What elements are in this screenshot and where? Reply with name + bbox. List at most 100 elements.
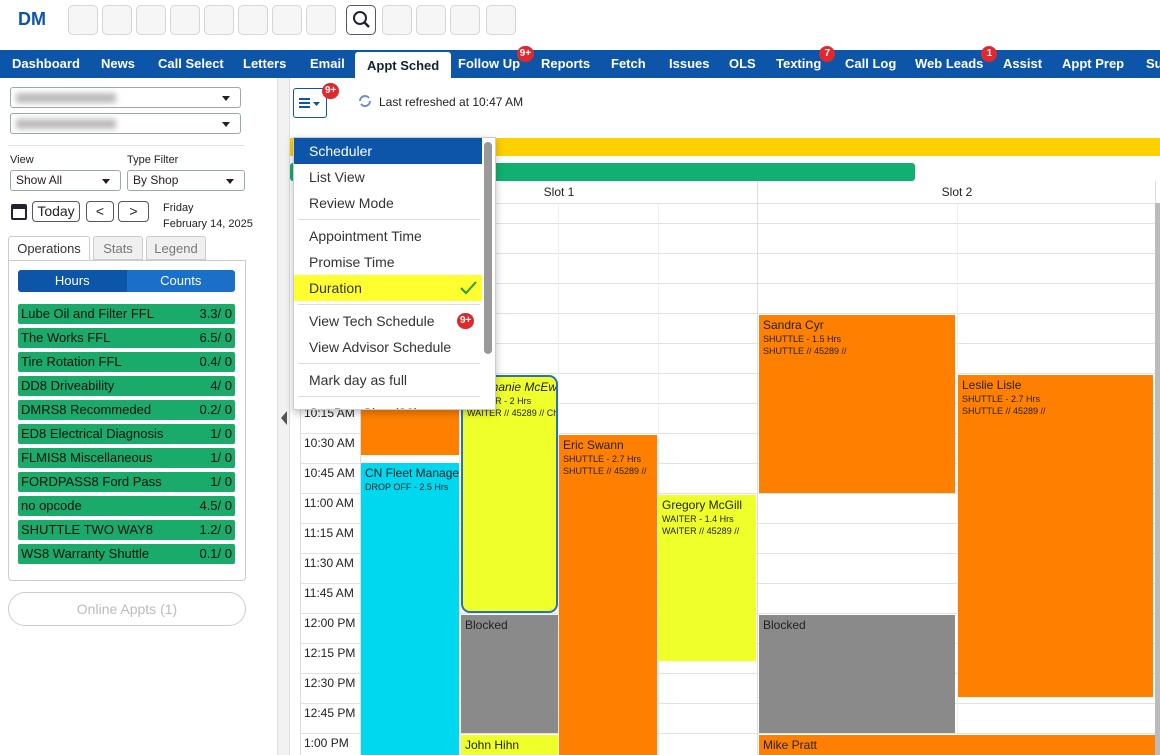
prev-button[interactable]: < (86, 201, 114, 222)
tool-icon[interactable] (416, 5, 446, 35)
nav-tab[interactable]: Email (310, 56, 345, 71)
menu-item[interactable]: View Advisor Schedule (294, 334, 482, 360)
type-select[interactable]: By Shop (127, 170, 245, 191)
view-select[interactable]: Show All (10, 170, 121, 191)
grid-row (300, 733, 1155, 734)
tool-icon[interactable] (238, 5, 268, 35)
tool-icon[interactable] (102, 5, 132, 35)
refresh-icon[interactable] (357, 93, 373, 109)
nav-tab[interactable]: Assist (1003, 56, 1043, 71)
menu-item-label: List View (309, 169, 365, 185)
operation-value: 1/ 0 (210, 474, 232, 489)
nav-tab[interactable]: Call Select (158, 56, 224, 71)
menu-button[interactable] (293, 88, 327, 118)
nav-tab[interactable]: Texting 7 (776, 46, 836, 78)
tool-icon[interactable] (486, 5, 516, 35)
tabs: Operations Stats Legend (8, 236, 248, 260)
toggle-button[interactable]: Hours (18, 270, 127, 292)
appointment[interactable]: CN Fleet Manage DROP OFF - 2.5 Hrs (361, 463, 459, 755)
tab[interactable]: Operations (8, 236, 90, 260)
appointment[interactable]: John Hihn (461, 735, 558, 755)
nav-tab[interactable]: OLS (729, 56, 756, 71)
nav-tab[interactable]: Reports (541, 56, 591, 71)
menu-item[interactable]: Scheduler (294, 138, 482, 164)
appointment[interactable]: Blocked (461, 615, 558, 733)
tab[interactable]: Stats (93, 236, 143, 260)
tool-icon[interactable] (272, 5, 302, 35)
bar-yellow (290, 138, 1160, 156)
blurred-select[interactable] (10, 113, 241, 134)
tool-icon[interactable] (382, 5, 412, 35)
menu-item[interactable]: Mark day as full (294, 367, 482, 393)
toggle-button[interactable]: Counts (126, 270, 235, 292)
tool-icon[interactable] (68, 5, 98, 35)
search-icon[interactable] (346, 5, 376, 35)
blurred-select[interactable] (10, 87, 241, 108)
appointment[interactable]: Blocked (759, 615, 955, 733)
search-glyph (353, 11, 370, 28)
nav-tab[interactable]: Appt Sched (355, 52, 452, 78)
nav-tab[interactable]: Follow Up 9+ (458, 46, 535, 78)
menu-item[interactable]: Duration (294, 275, 482, 301)
time-label: 10:45 AM (304, 466, 355, 480)
appointment-detail: SHUTTLE // 45289 // (763, 346, 847, 356)
menu-item[interactable]: Appointment Time (294, 223, 482, 249)
time-label: 11:30 AM (304, 556, 354, 570)
nav-tab[interactable]: Issues (669, 56, 710, 71)
schedule: Slot 1 Slot 2 10:15 AM 10:30 AM 10:45 AM 11:0… (290, 125, 1160, 755)
grid-row (300, 283, 1155, 284)
sub-col (957, 203, 958, 755)
next-button[interactable]: > (118, 201, 149, 222)
appointment[interactable]: Sandra Cyr SHUTTLE - 1.5 Hrs SHUTTLE // 45… (759, 315, 955, 493)
tool-icon[interactable] (170, 5, 200, 35)
operation-name: FLMIS8 Miscellaneous (21, 450, 153, 465)
menu-item[interactable]: Promise Time (294, 249, 482, 275)
time-label: 12:15 PM (304, 646, 356, 660)
nav-tab[interactable]: Dashboard (12, 56, 80, 71)
tool-icon[interactable] (306, 5, 336, 35)
menu-item[interactable]: Review Mode (294, 190, 482, 216)
grid-row (300, 223, 1155, 224)
appointment[interactable]: Mike Pratt (759, 735, 1155, 755)
time-label: 12:00 PM (304, 616, 356, 630)
tool-icon[interactable] (204, 5, 234, 35)
appointment[interactable]: Stephanie McEw WAITER - 2 Hrs WAITER // 45… (461, 375, 558, 613)
menu-item[interactable]: List View (294, 164, 482, 190)
appointment[interactable]: Eric Swann SHUTTLE - 2.7 Hrs SHUTTLE // 45… (559, 435, 657, 755)
today-button[interactable]: Today (32, 201, 80, 222)
nav-badge: 9+ (516, 46, 535, 62)
nav-tab[interactable]: Fetch (611, 56, 646, 71)
nav-tab[interactable]: Web Leads 1 (915, 46, 998, 78)
refresh-text: Last refreshed at 10:47 AM (379, 95, 524, 109)
menu-item-label: Scheduler (309, 143, 373, 159)
appointment[interactable]: Leslie Lisle SHUTTLE - 2.7 Hrs SHUTTLE // … (958, 375, 1153, 697)
weekday: Friday (163, 202, 194, 214)
tool-icon[interactable] (450, 5, 480, 35)
nav-tab[interactable]: Letters (243, 56, 287, 71)
nav-tab[interactable]: Call Log (845, 56, 897, 71)
menu-item-label: View Advisor Schedule (309, 339, 452, 355)
grid-row (300, 433, 1155, 434)
menu-item[interactable]: View Tech Schedule 9+ (294, 308, 482, 334)
operation-name: DD8 Driveability (21, 378, 115, 393)
calendar-icon[interactable] (10, 201, 28, 221)
tool-icon[interactable] (136, 5, 166, 35)
time-label: 11:15 AM (304, 526, 354, 540)
logo[interactable]: DM (18, 9, 46, 29)
online-appts-button[interactable]: Online Appts (1) (8, 592, 246, 626)
nav-tab[interactable]: Su (1146, 56, 1160, 71)
nav-tab[interactable]: Appt Prep (1062, 56, 1125, 71)
label: Type Filter (127, 154, 179, 166)
appointment-detail: SHUTTLE - 1.5 Hrs (763, 334, 842, 344)
menu-badge: 9+ (457, 313, 475, 329)
tab[interactable]: Legend (146, 236, 206, 260)
menu-item-label: Appointment Time (309, 228, 422, 244)
grid-row (300, 493, 1155, 494)
grid-col (300, 181, 301, 755)
nav-tab[interactable]: News (101, 56, 135, 71)
splitter[interactable] (277, 78, 290, 755)
appointment[interactable]: Gregory McGill WAITER - 1.4 Hrs WAITER // … (658, 495, 756, 661)
menu-item[interactable]: Set Day Size (30) (294, 400, 482, 409)
operation-row: DD8 Driveability 4/ 0 (18, 376, 235, 396)
